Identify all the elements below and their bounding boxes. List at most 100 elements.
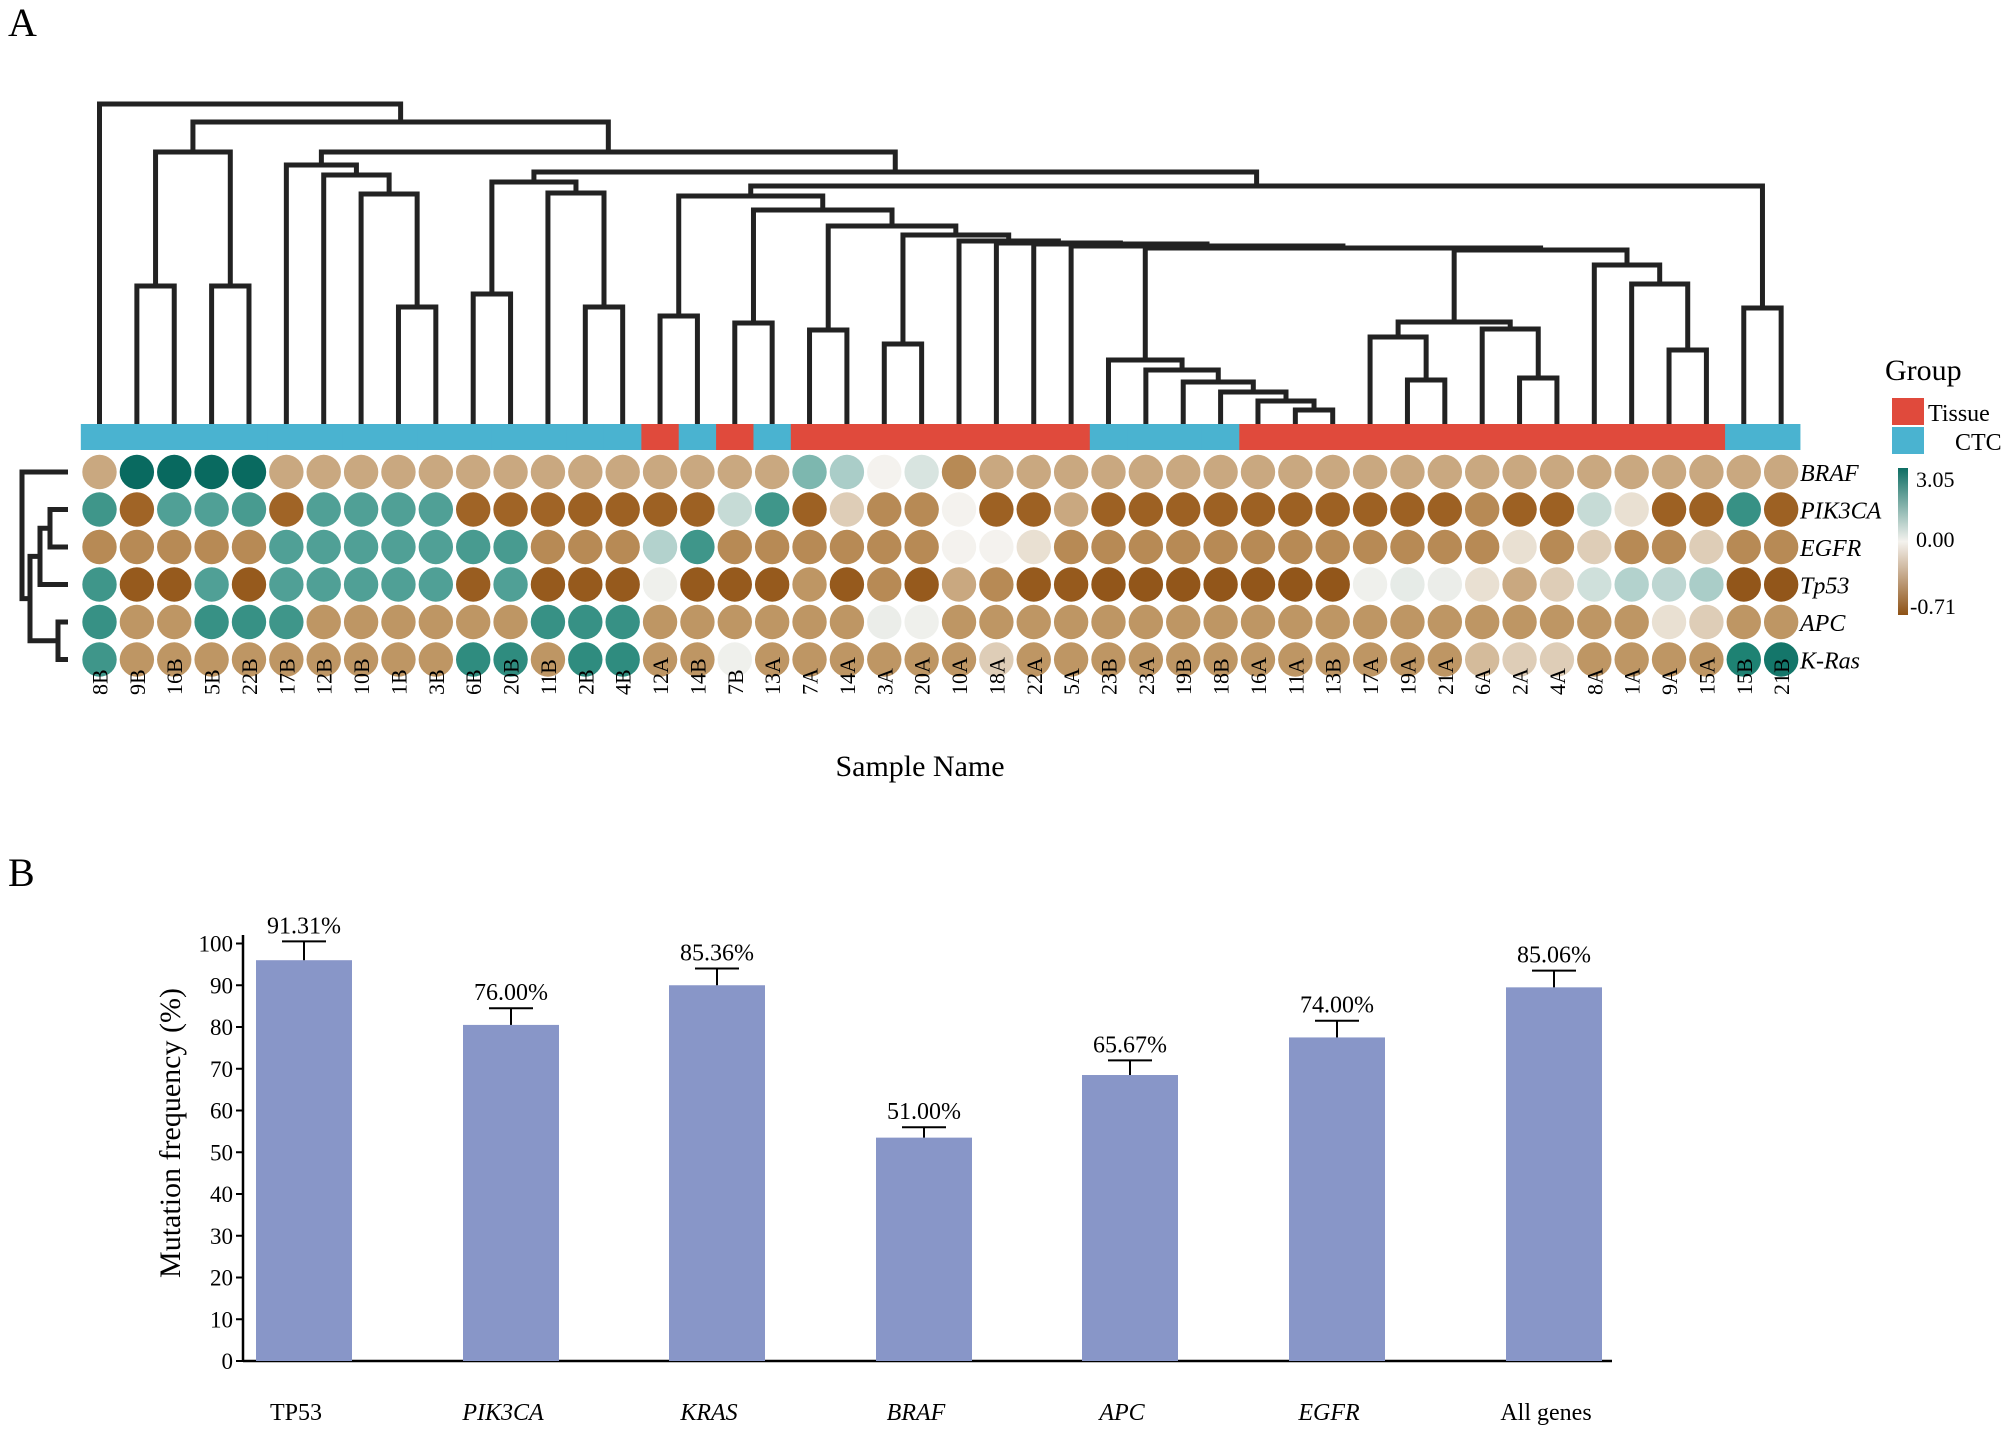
heatmap-cell xyxy=(269,492,304,527)
gene-label: PIK3CA xyxy=(1799,499,1882,525)
heatmap-cell xyxy=(493,642,528,677)
heatmap-cell xyxy=(269,642,304,677)
heatmap-cell xyxy=(1390,642,1425,677)
heatmap-cell xyxy=(82,492,117,527)
heatmap-cell xyxy=(1128,454,1164,490)
heatmap-cell xyxy=(1651,454,1687,490)
heatmap-cell xyxy=(1203,454,1238,490)
heatmap-cell xyxy=(1315,604,1350,640)
heatmap-cell xyxy=(1128,492,1164,527)
heatmap-cell xyxy=(1203,492,1238,527)
group-cell xyxy=(678,424,717,450)
heatmap-cell xyxy=(1464,604,1500,640)
sample-label: 15B xyxy=(1732,658,1757,695)
heatmap-cell xyxy=(717,492,752,527)
heatmap-cell xyxy=(1315,642,1350,677)
heatmap-cell xyxy=(418,454,454,490)
group-cell xyxy=(529,424,568,450)
sample-label: 3A xyxy=(872,668,897,695)
category-label: PIK3CA xyxy=(461,1400,544,1426)
heatmap-cell xyxy=(530,492,566,527)
group-cell xyxy=(1201,424,1240,450)
heatmap-cell xyxy=(605,642,640,677)
legend-label-ctc: CTC xyxy=(1955,430,2002,456)
heatmap-cell xyxy=(1166,604,1201,640)
heatmap-cell xyxy=(717,529,752,565)
heatmap-cell xyxy=(1577,642,1612,677)
heatmap-cell xyxy=(306,642,341,677)
heatmap-cell xyxy=(1390,529,1425,565)
heatmap-cell xyxy=(1390,567,1425,602)
heatmap-cell xyxy=(792,529,827,565)
heatmap-cell xyxy=(1464,529,1500,565)
heatmap-cell xyxy=(493,529,528,565)
heatmap-cell xyxy=(1464,642,1500,677)
heatmap-cell xyxy=(717,454,752,490)
heatmap-cell xyxy=(1128,604,1164,640)
heatmap-cell xyxy=(231,567,267,602)
data-label: 85.06% xyxy=(1517,943,1591,969)
group-cell xyxy=(1426,424,1465,450)
heatmap-cell xyxy=(1128,642,1164,677)
sample-label: 5A xyxy=(1059,668,1084,695)
panel-b-label: B xyxy=(8,850,35,895)
sample-label: 8B xyxy=(88,669,113,695)
group-annotation-bar xyxy=(80,424,1801,450)
heatmap-cell xyxy=(1502,642,1537,677)
y-tick-label: 60 xyxy=(210,1099,233,1124)
legend-title: Group xyxy=(1885,354,1962,387)
heatmap-cell xyxy=(1577,567,1612,602)
heatmap-cell xyxy=(1053,604,1089,640)
heatmap-cell xyxy=(1651,567,1687,602)
legend-label-tissue: Tissue xyxy=(1928,401,1990,427)
sample-label: 13A xyxy=(760,657,785,695)
heatmap-x-axis-title: Sample Name xyxy=(835,750,1004,783)
heatmap-cell xyxy=(829,529,865,565)
heatmap-cell xyxy=(493,604,528,640)
heatmap-cell xyxy=(194,454,229,490)
heatmap-cell xyxy=(941,492,977,527)
heatmap-cell xyxy=(306,604,341,640)
heatmap-cell xyxy=(231,454,267,490)
heatmap-cell xyxy=(1240,642,1276,677)
dendrogram-link xyxy=(993,240,1123,424)
group-cell xyxy=(902,424,941,450)
heatmap-cell xyxy=(1763,604,1799,640)
heatmap-cell xyxy=(157,529,192,565)
heatmap-cell xyxy=(1128,529,1164,565)
y-tick-label: 100 xyxy=(199,932,234,957)
heatmap-cell xyxy=(1352,642,1388,677)
heatmap-cell xyxy=(792,492,827,527)
y-tick-label: 20 xyxy=(210,1266,233,1291)
heatmap-cell xyxy=(1016,642,1051,677)
heatmap-cell xyxy=(568,604,603,640)
heatmap-cell xyxy=(941,604,977,640)
heatmap-cell xyxy=(1091,454,1126,490)
heatmap-cell xyxy=(904,567,939,602)
dendrogram-link xyxy=(1404,377,1448,424)
heatmap-cell xyxy=(1091,642,1126,677)
heatmap-cell xyxy=(82,454,117,490)
heatmap-cell xyxy=(1763,642,1799,677)
heatmap-cell xyxy=(941,567,977,602)
sample-label: 5B xyxy=(200,669,225,695)
y-tick-label: 40 xyxy=(210,1182,233,1207)
group-cell xyxy=(118,424,157,450)
dendrogram-link xyxy=(732,320,775,424)
heatmap-cell xyxy=(979,492,1014,527)
group-cell xyxy=(1314,424,1352,450)
dendrogram-link xyxy=(97,101,404,424)
heatmap-cell xyxy=(754,492,790,527)
group-cell xyxy=(1762,424,1801,450)
group-cell xyxy=(566,424,605,450)
sample-label: 20A xyxy=(910,657,935,695)
sample-label: 17A xyxy=(1358,657,1383,695)
sample-label: 9B xyxy=(125,669,150,695)
dendrogram-link xyxy=(582,304,626,424)
heatmap-cell xyxy=(1315,454,1350,490)
heatmap-cell xyxy=(605,454,640,490)
heatmap-cell xyxy=(1278,642,1313,677)
heatmap-cell xyxy=(754,642,790,677)
category-label: BRAF xyxy=(887,1400,946,1426)
